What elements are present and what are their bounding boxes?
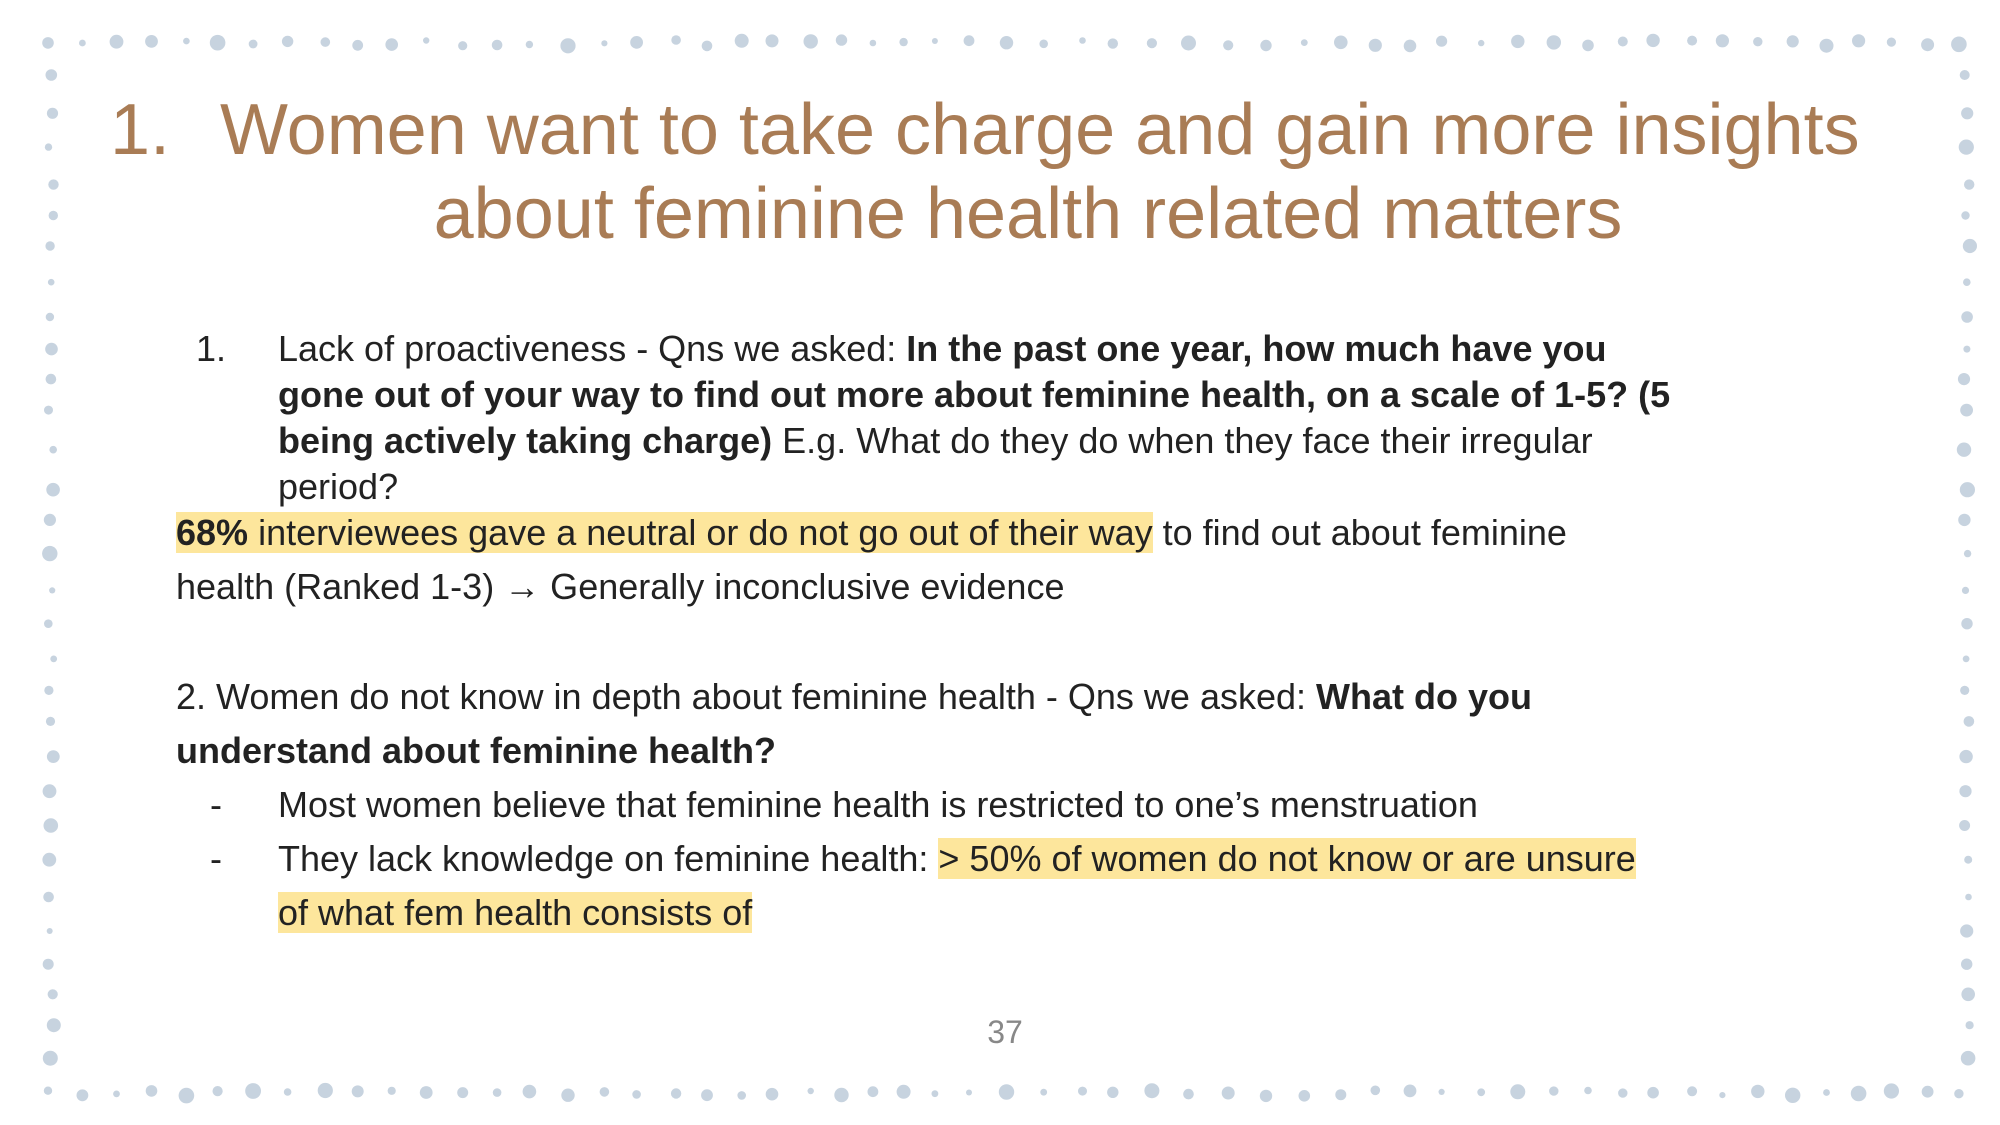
point2-heading: 2. Women do not know in depth about femi… bbox=[176, 676, 1532, 718]
bullet-text-plain: They lack knowledge on feminine health: bbox=[278, 838, 939, 879]
point1-question-part2: gone out of your way to find out more ab… bbox=[278, 374, 1671, 415]
stat-highlight: 68% interviewees gave a neutral or do no… bbox=[176, 512, 1153, 553]
bullet-highlight-line2: of what fem health consists of bbox=[278, 892, 753, 934]
title-number: 1. bbox=[110, 90, 171, 170]
point1-stat-line2: health (Ranked 1-3) → Generally inconclu… bbox=[176, 566, 1065, 607]
point1-question-part1: In the past one year, how much have you bbox=[906, 328, 1607, 369]
page-number: 37 bbox=[987, 1014, 1023, 1050]
point2-question-part1: What do you bbox=[1316, 676, 1532, 717]
title-line-2: about feminine health related matters bbox=[433, 174, 1623, 254]
point1-intro: Lack of proactiveness - Qns we asked: bbox=[278, 328, 907, 369]
point1-line3: being actively taking charge) E.g. What … bbox=[278, 420, 1593, 462]
point2-heading-text: 2. Women do not know in depth about femi… bbox=[176, 676, 1317, 717]
point1-stat: 68% interviewees gave a neutral or do no… bbox=[176, 512, 1567, 554]
point2-question-part2: understand about feminine health? bbox=[176, 730, 777, 771]
stat-value: 68% bbox=[176, 512, 249, 553]
bullet-text: They lack knowledge on feminine health: … bbox=[278, 838, 1636, 880]
bullet-highlight: of what fem health consists of bbox=[278, 892, 753, 933]
point1-number: 1. bbox=[196, 328, 227, 369]
bullet-highlight: > 50% of women do not know or are unsure bbox=[938, 838, 1636, 879]
point1-line1: Lack of proactiveness - Qns we asked: In… bbox=[278, 328, 1606, 370]
title-line-1: Women want to take charge and gain more … bbox=[220, 90, 1860, 170]
stat-rest: to find out about feminine bbox=[1152, 512, 1567, 553]
point1-example-end: period? bbox=[278, 466, 399, 507]
bullet-dash: - bbox=[210, 838, 222, 879]
bullet-text: Most women believe that feminine health … bbox=[278, 784, 1478, 825]
point1-example: E.g. What do they do when they face thei… bbox=[772, 420, 1593, 461]
bullet-dash: - bbox=[210, 784, 222, 825]
point1-question-part3: being actively taking charge) bbox=[278, 420, 773, 461]
stat-highlight-text: interviewees gave a neutral or do not go… bbox=[248, 512, 1153, 553]
